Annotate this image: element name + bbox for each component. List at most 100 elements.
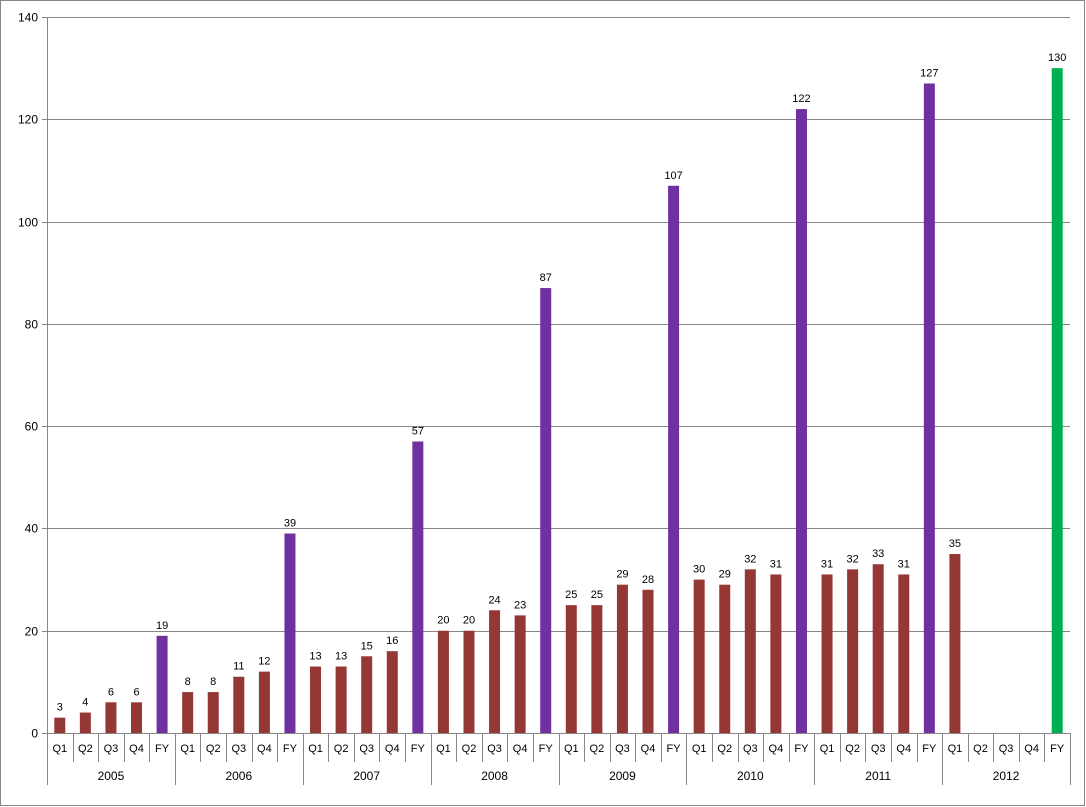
bar xyxy=(949,554,961,733)
bar xyxy=(565,605,577,733)
bar xyxy=(284,533,296,733)
bar xyxy=(821,574,833,733)
data-label: 12 xyxy=(258,656,270,668)
bar xyxy=(923,83,935,733)
bar xyxy=(489,610,501,733)
x-tick-label: Q3 xyxy=(359,743,374,755)
bar xyxy=(182,692,194,733)
data-label: 15 xyxy=(361,640,373,652)
data-label: 130 xyxy=(1048,52,1066,64)
data-label: 11 xyxy=(233,661,244,673)
x-tick-label: Q2 xyxy=(590,743,605,755)
x-tick-label: FY xyxy=(667,743,682,755)
data-label: 28 xyxy=(642,574,654,586)
x-tick-label: FY xyxy=(1050,743,1065,755)
data-label: 13 xyxy=(335,651,347,663)
y-tick-label: 140 xyxy=(18,11,38,25)
bar xyxy=(591,605,603,733)
data-label: 31 xyxy=(770,558,782,570)
data-label: 25 xyxy=(565,589,577,601)
group-label: 2012 xyxy=(993,769,1020,783)
bar xyxy=(412,441,424,733)
x-tick-label: Q4 xyxy=(769,743,784,755)
data-label: 32 xyxy=(744,553,756,565)
data-label: 20 xyxy=(437,615,449,627)
x-tick-label: Q1 xyxy=(308,743,323,755)
x-tick-label: Q3 xyxy=(743,743,758,755)
group-label: 2005 xyxy=(98,769,125,783)
bar xyxy=(770,574,782,733)
bar xyxy=(744,569,756,733)
data-label: 13 xyxy=(309,651,321,663)
x-tick-label: Q3 xyxy=(871,743,886,755)
data-label: 3 xyxy=(57,702,63,714)
data-label: 35 xyxy=(949,538,961,550)
x-tick-label: Q3 xyxy=(615,743,630,755)
x-tick-label: Q4 xyxy=(641,743,656,755)
bar xyxy=(616,584,628,733)
x-tick-label: FY xyxy=(794,743,809,755)
bar xyxy=(1051,68,1063,733)
x-tick-label: Q2 xyxy=(717,743,732,755)
bar xyxy=(131,702,143,733)
data-label: 8 xyxy=(210,676,216,688)
x-tick-label: Q1 xyxy=(820,743,835,755)
data-label: 107 xyxy=(664,170,682,182)
bar xyxy=(207,692,219,733)
bar xyxy=(847,569,859,733)
x-tick-label: Q2 xyxy=(206,743,221,755)
y-tick-label: 60 xyxy=(25,420,39,434)
x-tick-label: Q1 xyxy=(436,743,451,755)
data-label: 20 xyxy=(463,615,475,627)
data-label: 29 xyxy=(719,569,731,581)
bar xyxy=(719,584,731,733)
data-label: 25 xyxy=(591,589,603,601)
group-label: 2007 xyxy=(353,769,380,783)
bar xyxy=(463,630,475,733)
y-tick-label: 0 xyxy=(31,727,38,741)
data-label: 33 xyxy=(872,548,884,560)
bar xyxy=(258,671,270,733)
x-tick-label: Q2 xyxy=(78,743,93,755)
bar xyxy=(642,589,654,733)
bar xyxy=(693,579,705,733)
x-tick-label: Q4 xyxy=(513,743,528,755)
x-tick-label: Q4 xyxy=(1024,743,1039,755)
x-tick-label: Q4 xyxy=(385,743,400,755)
x-tick-label: Q4 xyxy=(257,743,272,755)
group-label: 2011 xyxy=(865,769,891,783)
x-tick-label: FY xyxy=(155,743,170,755)
x-tick-label: FY xyxy=(283,743,298,755)
x-tick-label: Q2 xyxy=(973,743,988,755)
bar xyxy=(54,717,66,733)
x-tick-label: Q4 xyxy=(896,743,911,755)
x-tick-label: Q4 xyxy=(129,743,144,755)
bar xyxy=(668,185,680,733)
x-tick-label: Q1 xyxy=(180,743,195,755)
bar xyxy=(335,666,347,733)
bar xyxy=(437,630,449,733)
data-label: 29 xyxy=(616,569,628,581)
bar xyxy=(795,109,807,734)
data-label: 31 xyxy=(821,558,833,570)
x-tick-label: Q3 xyxy=(999,743,1014,755)
bar xyxy=(540,288,552,733)
data-label: 127 xyxy=(920,67,938,79)
data-label: 8 xyxy=(185,676,191,688)
x-tick-label: FY xyxy=(922,743,937,755)
x-tick-label: FY xyxy=(539,743,554,755)
bar xyxy=(233,676,245,733)
y-tick-label: 20 xyxy=(25,625,39,639)
data-label: 57 xyxy=(412,425,424,437)
data-label: 23 xyxy=(514,599,526,611)
bar xyxy=(105,702,117,733)
x-tick-label: FY xyxy=(411,743,426,755)
x-tick-label: Q2 xyxy=(462,743,477,755)
x-tick-label: Q1 xyxy=(564,743,579,755)
bar xyxy=(79,712,91,733)
data-label: 87 xyxy=(540,272,552,284)
data-label: 122 xyxy=(792,93,810,105)
x-tick-label: Q3 xyxy=(487,743,502,755)
bar xyxy=(514,615,526,733)
